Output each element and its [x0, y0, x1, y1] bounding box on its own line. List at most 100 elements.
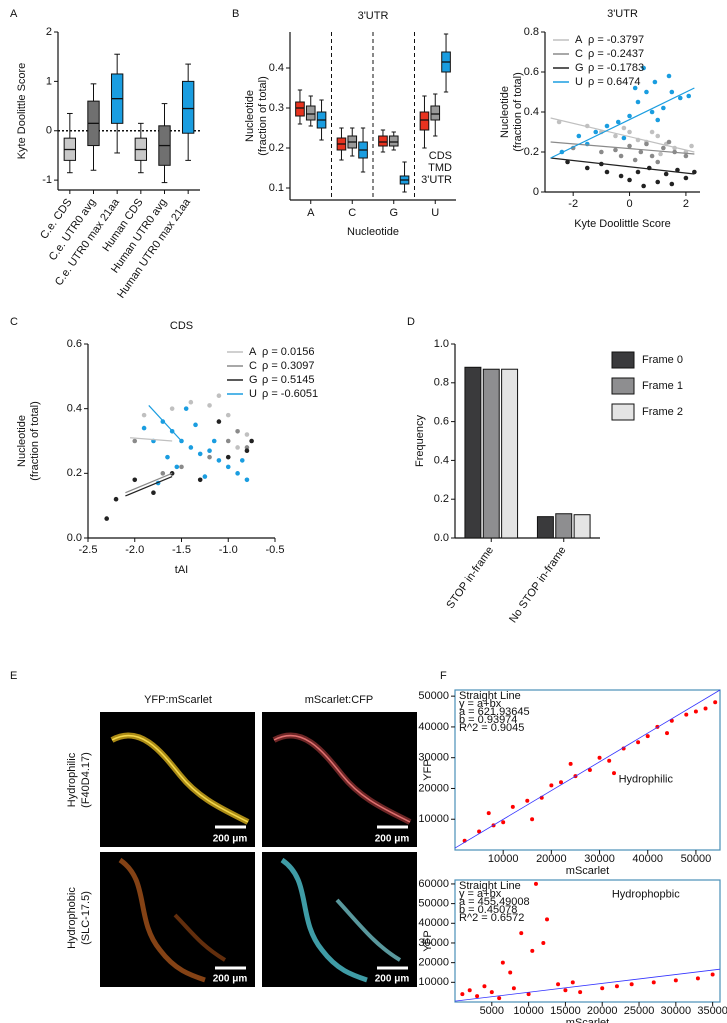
- point: [207, 448, 212, 454]
- fit-line: [125, 472, 173, 494]
- box: [181, 80, 195, 134]
- point: [621, 135, 627, 141]
- point: [489, 990, 494, 995]
- y-tick-label: 0.4: [67, 403, 82, 415]
- legend-label: A: [249, 346, 257, 358]
- point: [216, 419, 222, 424]
- point: [193, 422, 198, 428]
- point: [508, 970, 513, 975]
- fit-line: [550, 117, 695, 153]
- point: [627, 143, 632, 149]
- y-tick-label: 0.8: [434, 377, 449, 389]
- panel-letter: E: [10, 670, 17, 682]
- point: [632, 85, 638, 91]
- x-tick-label: 30000: [584, 853, 615, 865]
- legend-label: G: [249, 374, 258, 386]
- point: [695, 976, 700, 981]
- point: [235, 471, 240, 476]
- point: [197, 451, 203, 457]
- y-tick-label: 0.2: [269, 142, 284, 154]
- x-tick-label: 15000: [550, 1005, 581, 1017]
- point: [475, 994, 480, 999]
- point: [604, 123, 610, 129]
- x-axis-label: mScarlet: [566, 1017, 609, 1023]
- row-label: (SLC-17.5): [80, 891, 92, 945]
- point: [615, 119, 621, 125]
- panel-letter: D: [407, 316, 415, 328]
- point: [235, 445, 240, 450]
- legend-rho: ρ = 0.5145: [262, 374, 314, 386]
- point: [669, 181, 675, 187]
- point: [627, 113, 632, 119]
- fit-line: [550, 87, 695, 159]
- point: [641, 183, 646, 189]
- point: [621, 125, 627, 131]
- point: [500, 960, 505, 965]
- y-tick-label: 0.1: [269, 182, 284, 194]
- point: [627, 129, 632, 135]
- point: [244, 445, 250, 450]
- point: [599, 149, 604, 155]
- point: [460, 992, 465, 997]
- point: [635, 169, 641, 175]
- point: [559, 780, 563, 785]
- legend-label: U: [575, 76, 583, 88]
- y-axis-label: YFP: [422, 930, 434, 951]
- point: [612, 771, 616, 776]
- point: [607, 758, 612, 763]
- y-tick-label: -1: [42, 174, 52, 186]
- point: [533, 881, 538, 886]
- x-tick-label: C: [348, 207, 356, 219]
- y-tick-label: 0.4: [524, 106, 539, 118]
- x-tick-label: 20000: [536, 853, 567, 865]
- point: [467, 988, 472, 993]
- legend-label: Frame 1: [642, 380, 683, 392]
- point: [710, 972, 715, 977]
- point: [641, 65, 646, 71]
- point: [655, 117, 661, 123]
- point: [604, 169, 610, 175]
- y-tick-label: 0.6: [434, 416, 449, 428]
- point: [225, 412, 231, 418]
- y-axis-label: Nucleotide: [16, 415, 28, 467]
- x-axis-label: mScarlet: [566, 865, 609, 877]
- bar: [536, 516, 554, 539]
- point: [179, 464, 184, 470]
- point: [225, 438, 231, 444]
- point: [684, 712, 689, 717]
- point: [197, 477, 203, 483]
- panel-letter: B: [232, 8, 239, 20]
- x-tick-label: STOP in-frame: [444, 545, 496, 612]
- point: [165, 454, 170, 460]
- micrograph: 200 μm: [262, 852, 417, 987]
- point: [665, 731, 669, 736]
- point: [614, 984, 619, 989]
- legend-label: TMD: [428, 162, 452, 174]
- fit-text: Straight Line: [459, 690, 521, 702]
- y-tick-label: 0.8: [524, 26, 539, 38]
- point: [644, 89, 649, 95]
- y-tick-label: 0: [533, 186, 539, 198]
- point: [578, 990, 583, 995]
- point: [169, 406, 175, 411]
- panel-letter: A: [10, 8, 18, 20]
- panel-letter: F: [440, 670, 447, 682]
- point: [225, 454, 231, 460]
- x-tick-label: 50000: [681, 853, 712, 865]
- point: [530, 817, 535, 822]
- fit-line: [130, 437, 173, 442]
- fit-text: R^2 = 0.9045: [459, 722, 524, 734]
- point: [565, 159, 570, 165]
- point: [519, 931, 524, 936]
- point: [618, 173, 624, 179]
- point: [188, 445, 194, 450]
- chart-title: 3'UTR: [607, 8, 638, 20]
- point: [132, 477, 138, 483]
- point: [211, 438, 217, 444]
- x-tick-label: 25000: [624, 1005, 655, 1017]
- point: [632, 157, 638, 163]
- point: [511, 986, 516, 991]
- x-tick-label: U: [431, 207, 439, 219]
- row-label: (F40D4.17): [80, 752, 92, 808]
